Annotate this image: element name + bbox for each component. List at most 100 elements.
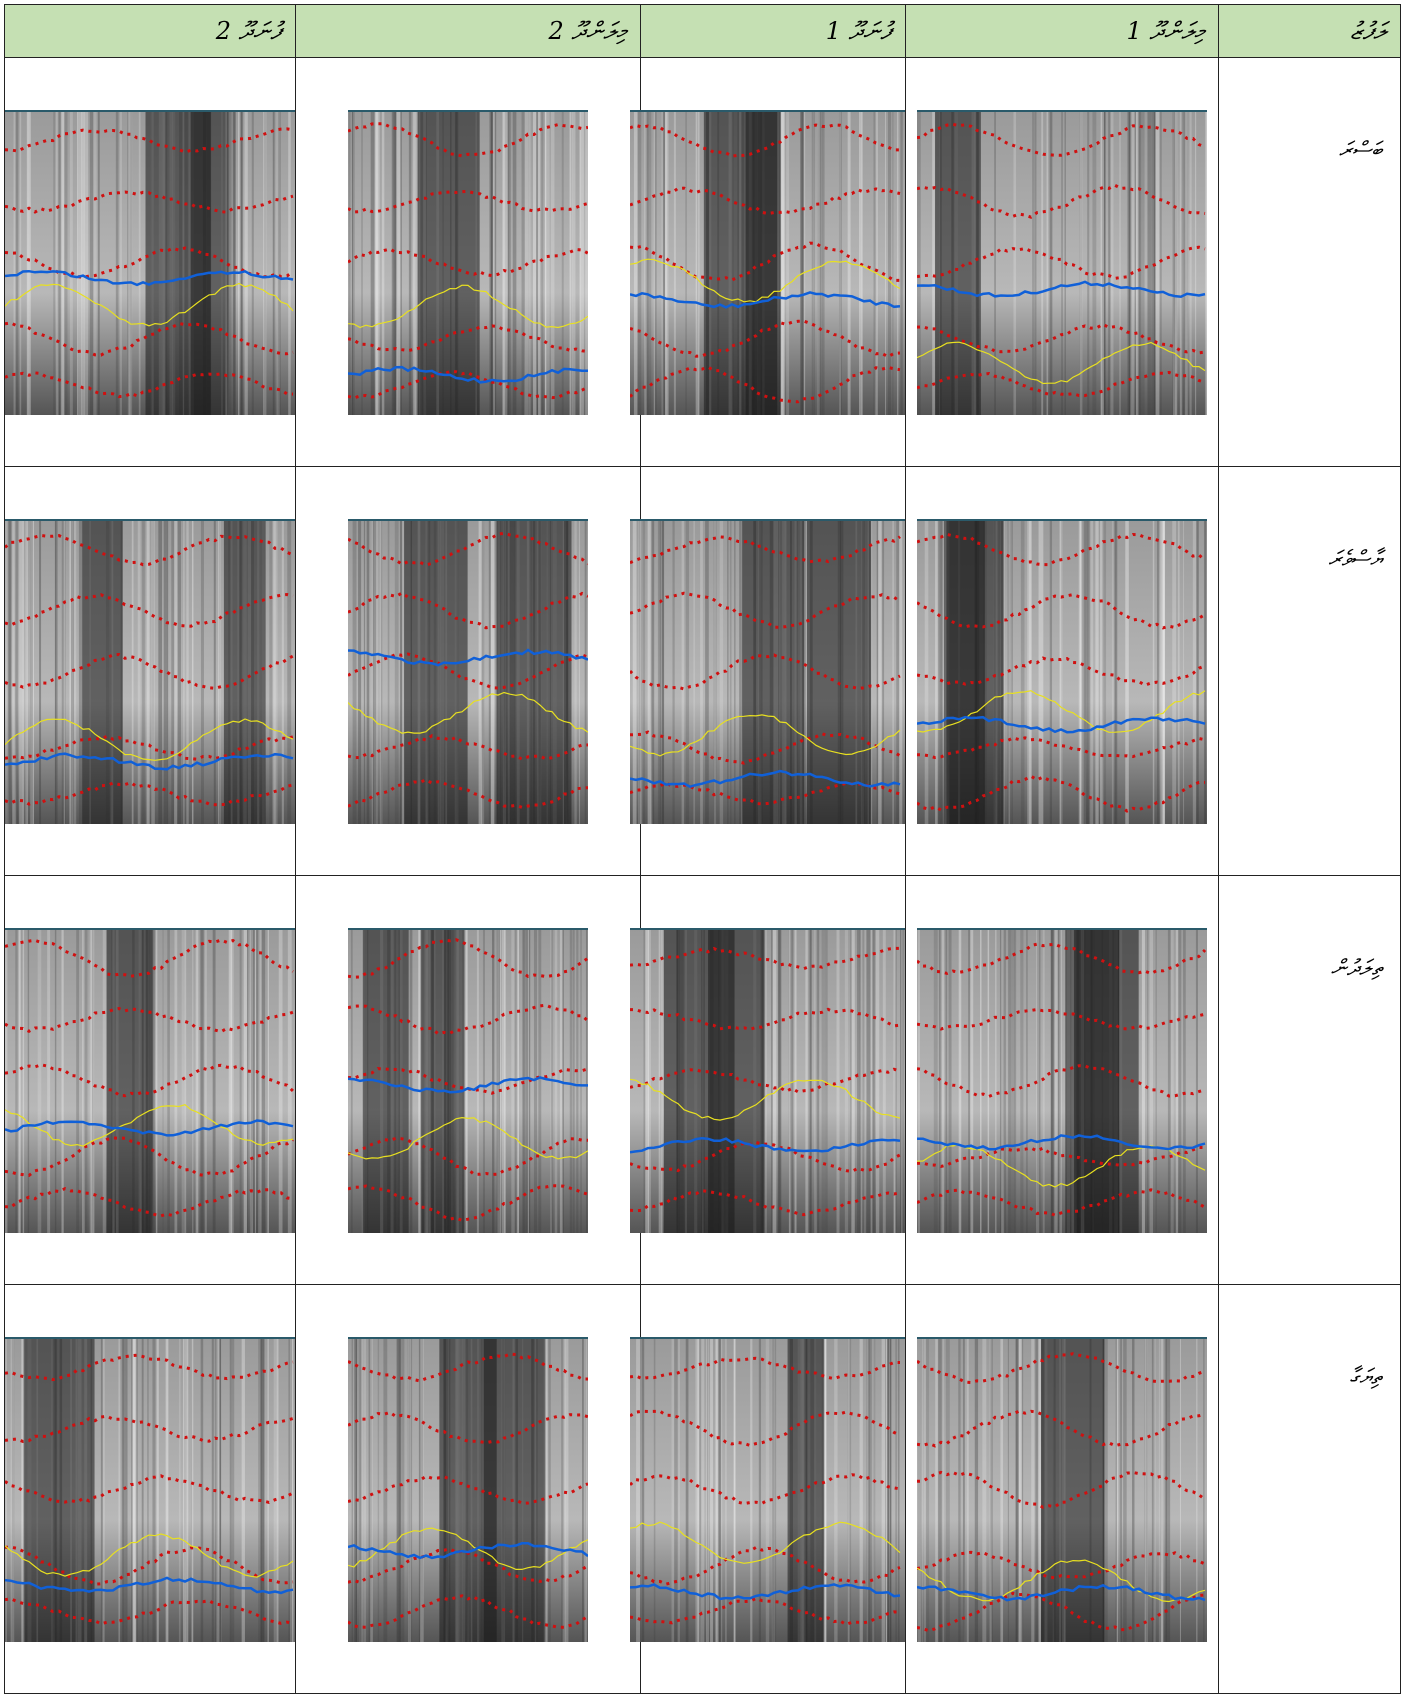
texture <box>940 927 945 1233</box>
texture <box>358 1336 360 1642</box>
texture <box>550 109 555 415</box>
texture <box>925 1336 930 1642</box>
texture <box>673 109 676 415</box>
track <box>348 121 588 157</box>
texture <box>772 927 777 1233</box>
texture <box>155 927 158 1233</box>
texture <box>502 109 505 415</box>
texture <box>250 927 253 1233</box>
texture <box>27 109 31 415</box>
texture <box>885 1336 887 1642</box>
texture <box>660 927 662 1233</box>
texture <box>559 927 563 1233</box>
texture <box>8 518 11 824</box>
texture <box>637 109 642 415</box>
texture <box>162 927 164 1233</box>
texture <box>351 1336 353 1642</box>
texture <box>1128 109 1132 415</box>
texture <box>61 518 66 824</box>
texture <box>1178 518 1180 824</box>
texture <box>1028 518 1032 824</box>
texture <box>478 518 483 824</box>
texture <box>400 109 402 415</box>
texture <box>377 1336 380 1642</box>
texture <box>1042 518 1044 824</box>
texture <box>151 927 155 1233</box>
texture <box>781 109 786 415</box>
track <box>5 652 294 690</box>
texture <box>167 927 170 1233</box>
texture <box>54 518 57 824</box>
texture <box>1172 109 1176 415</box>
texture <box>1161 518 1165 824</box>
texture <box>195 927 199 1233</box>
texture <box>200 927 204 1233</box>
track <box>917 1145 1206 1168</box>
image-cell <box>630 1284 906 1694</box>
texture <box>219 1336 222 1642</box>
texture <box>892 109 894 415</box>
track <box>5 189 294 214</box>
table-row: ތިޔަގާ <box>4 1284 1401 1694</box>
texture <box>940 518 943 824</box>
texture <box>1061 109 1063 415</box>
texture <box>583 109 585 415</box>
texture <box>584 518 587 824</box>
texture <box>1151 109 1156 415</box>
texture <box>121 1336 124 1642</box>
texture <box>1059 518 1061 824</box>
texture <box>507 109 512 415</box>
texture <box>650 518 653 824</box>
texture <box>719 518 724 824</box>
texture <box>1138 109 1142 415</box>
image-cell <box>4 466 296 876</box>
track <box>5 1103 294 1147</box>
texture <box>643 927 646 1233</box>
texture <box>545 109 547 415</box>
texture <box>151 518 155 824</box>
texture <box>1123 1336 1127 1642</box>
dark-band <box>946 518 985 824</box>
dark-band <box>1073 927 1139 1233</box>
texture <box>1020 518 1025 824</box>
track <box>630 1188 901 1216</box>
texture <box>1128 109 1133 415</box>
texture <box>22 927 25 1233</box>
texture <box>54 927 57 1233</box>
texture <box>896 109 899 415</box>
texture <box>1167 927 1171 1233</box>
texture <box>1126 109 1131 415</box>
texture <box>192 927 194 1233</box>
texture <box>417 927 422 1233</box>
texture <box>476 927 479 1233</box>
texture <box>654 109 657 415</box>
image-cell <box>4 57 296 467</box>
texture <box>789 927 792 1233</box>
track <box>348 189 588 213</box>
texture <box>375 109 380 415</box>
dark-band <box>23 1336 95 1642</box>
texture <box>277 109 281 415</box>
texture <box>526 927 528 1233</box>
texture <box>10 1336 15 1642</box>
word-cell: ޔާސްވެރަ <box>1218 466 1401 876</box>
texture <box>494 109 497 415</box>
texture <box>233 109 236 415</box>
texture <box>76 927 80 1233</box>
texture <box>648 109 652 415</box>
texture <box>414 109 418 415</box>
texture <box>394 109 398 415</box>
texture <box>725 1336 727 1642</box>
texture <box>89 927 92 1233</box>
texture <box>289 1336 294 1642</box>
texture <box>528 109 531 415</box>
spectrogram-image <box>348 927 588 1233</box>
texture <box>1196 1336 1198 1642</box>
texture <box>82 927 85 1233</box>
dark-band <box>663 927 735 1233</box>
texture <box>1144 1336 1148 1642</box>
texture <box>661 518 664 824</box>
texture <box>1087 109 1090 415</box>
texture <box>358 518 362 824</box>
page: ލަފުޒު މިލަންދޫ 1 ފުނަދޫ 1 މިލަންދޫ 2 ފު… <box>4 4 1401 1694</box>
